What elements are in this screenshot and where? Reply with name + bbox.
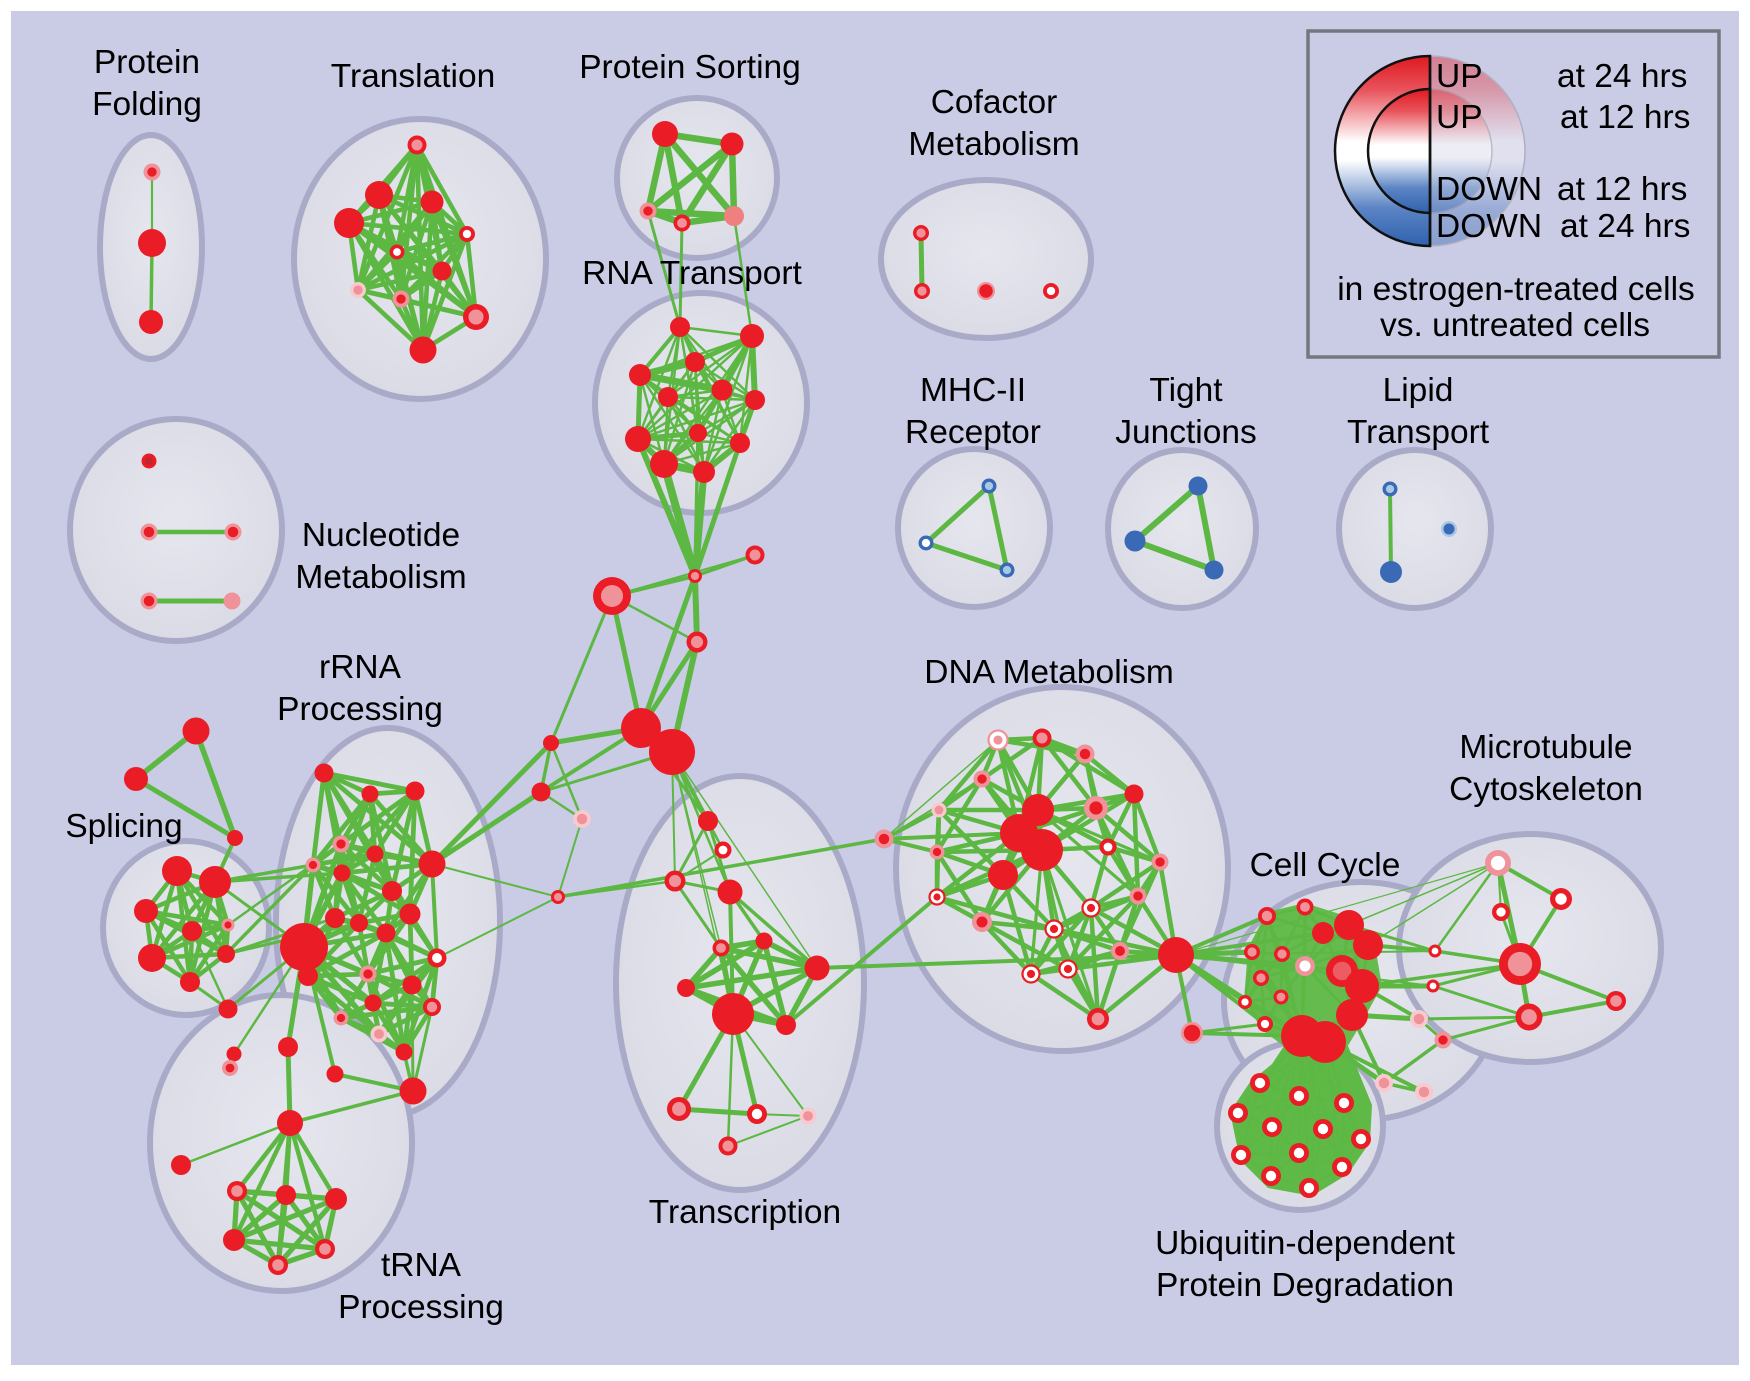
svg-text:Lipid: Lipid — [1383, 372, 1454, 409]
svg-text:Metabolism: Metabolism — [295, 559, 466, 596]
svg-text:Folding: Folding — [92, 86, 202, 123]
svg-text:Cell Cycle: Cell Cycle — [1250, 847, 1401, 884]
svg-text:rRNA: rRNA — [319, 649, 402, 686]
svg-text:Processing: Processing — [338, 1289, 504, 1326]
svg-text:Transcription: Transcription — [649, 1194, 841, 1231]
svg-text:Cofactor: Cofactor — [931, 84, 1058, 121]
svg-text:at 24 hrs: at 24 hrs — [1557, 58, 1687, 95]
svg-text:UP: UP — [1436, 58, 1483, 95]
svg-text:vs. untreated cells: vs. untreated cells — [1380, 307, 1650, 344]
svg-text:Microtubule: Microtubule — [1459, 729, 1632, 766]
svg-text:at 12 hrs: at 12 hrs — [1557, 171, 1687, 208]
svg-text:Receptor: Receptor — [905, 414, 1041, 451]
svg-text:at 12 hrs: at 12 hrs — [1560, 99, 1690, 136]
svg-text:tRNA: tRNA — [381, 1247, 462, 1284]
svg-text:RNA Transport: RNA Transport — [582, 255, 802, 292]
svg-text:UP: UP — [1436, 99, 1483, 136]
svg-text:DNA Metabolism: DNA Metabolism — [924, 654, 1173, 691]
svg-text:DOWN: DOWN — [1436, 171, 1542, 208]
svg-text:Splicing: Splicing — [65, 808, 182, 845]
svg-text:MHC-II: MHC-II — [920, 372, 1026, 409]
svg-text:Translation: Translation — [331, 58, 495, 95]
svg-text:Metabolism: Metabolism — [908, 126, 1079, 163]
svg-text:Transport: Transport — [1347, 414, 1490, 451]
svg-text:in estrogen-treated cells: in estrogen-treated cells — [1337, 271, 1695, 308]
svg-text:Junctions: Junctions — [1115, 414, 1257, 451]
svg-text:Protein: Protein — [94, 44, 200, 81]
svg-text:Processing: Processing — [277, 691, 443, 728]
svg-text:Protein Degradation: Protein Degradation — [1156, 1267, 1454, 1304]
svg-text:Nucleotide: Nucleotide — [302, 517, 460, 554]
svg-text:at 24 hrs: at 24 hrs — [1560, 208, 1690, 245]
svg-text:Protein Sorting: Protein Sorting — [579, 49, 801, 86]
svg-text:Tight: Tight — [1149, 372, 1223, 409]
svg-text:DOWN: DOWN — [1436, 208, 1542, 245]
svg-text:Ubiquitin-dependent: Ubiquitin-dependent — [1155, 1225, 1456, 1262]
svg-text:Cytoskeleton: Cytoskeleton — [1449, 771, 1643, 808]
